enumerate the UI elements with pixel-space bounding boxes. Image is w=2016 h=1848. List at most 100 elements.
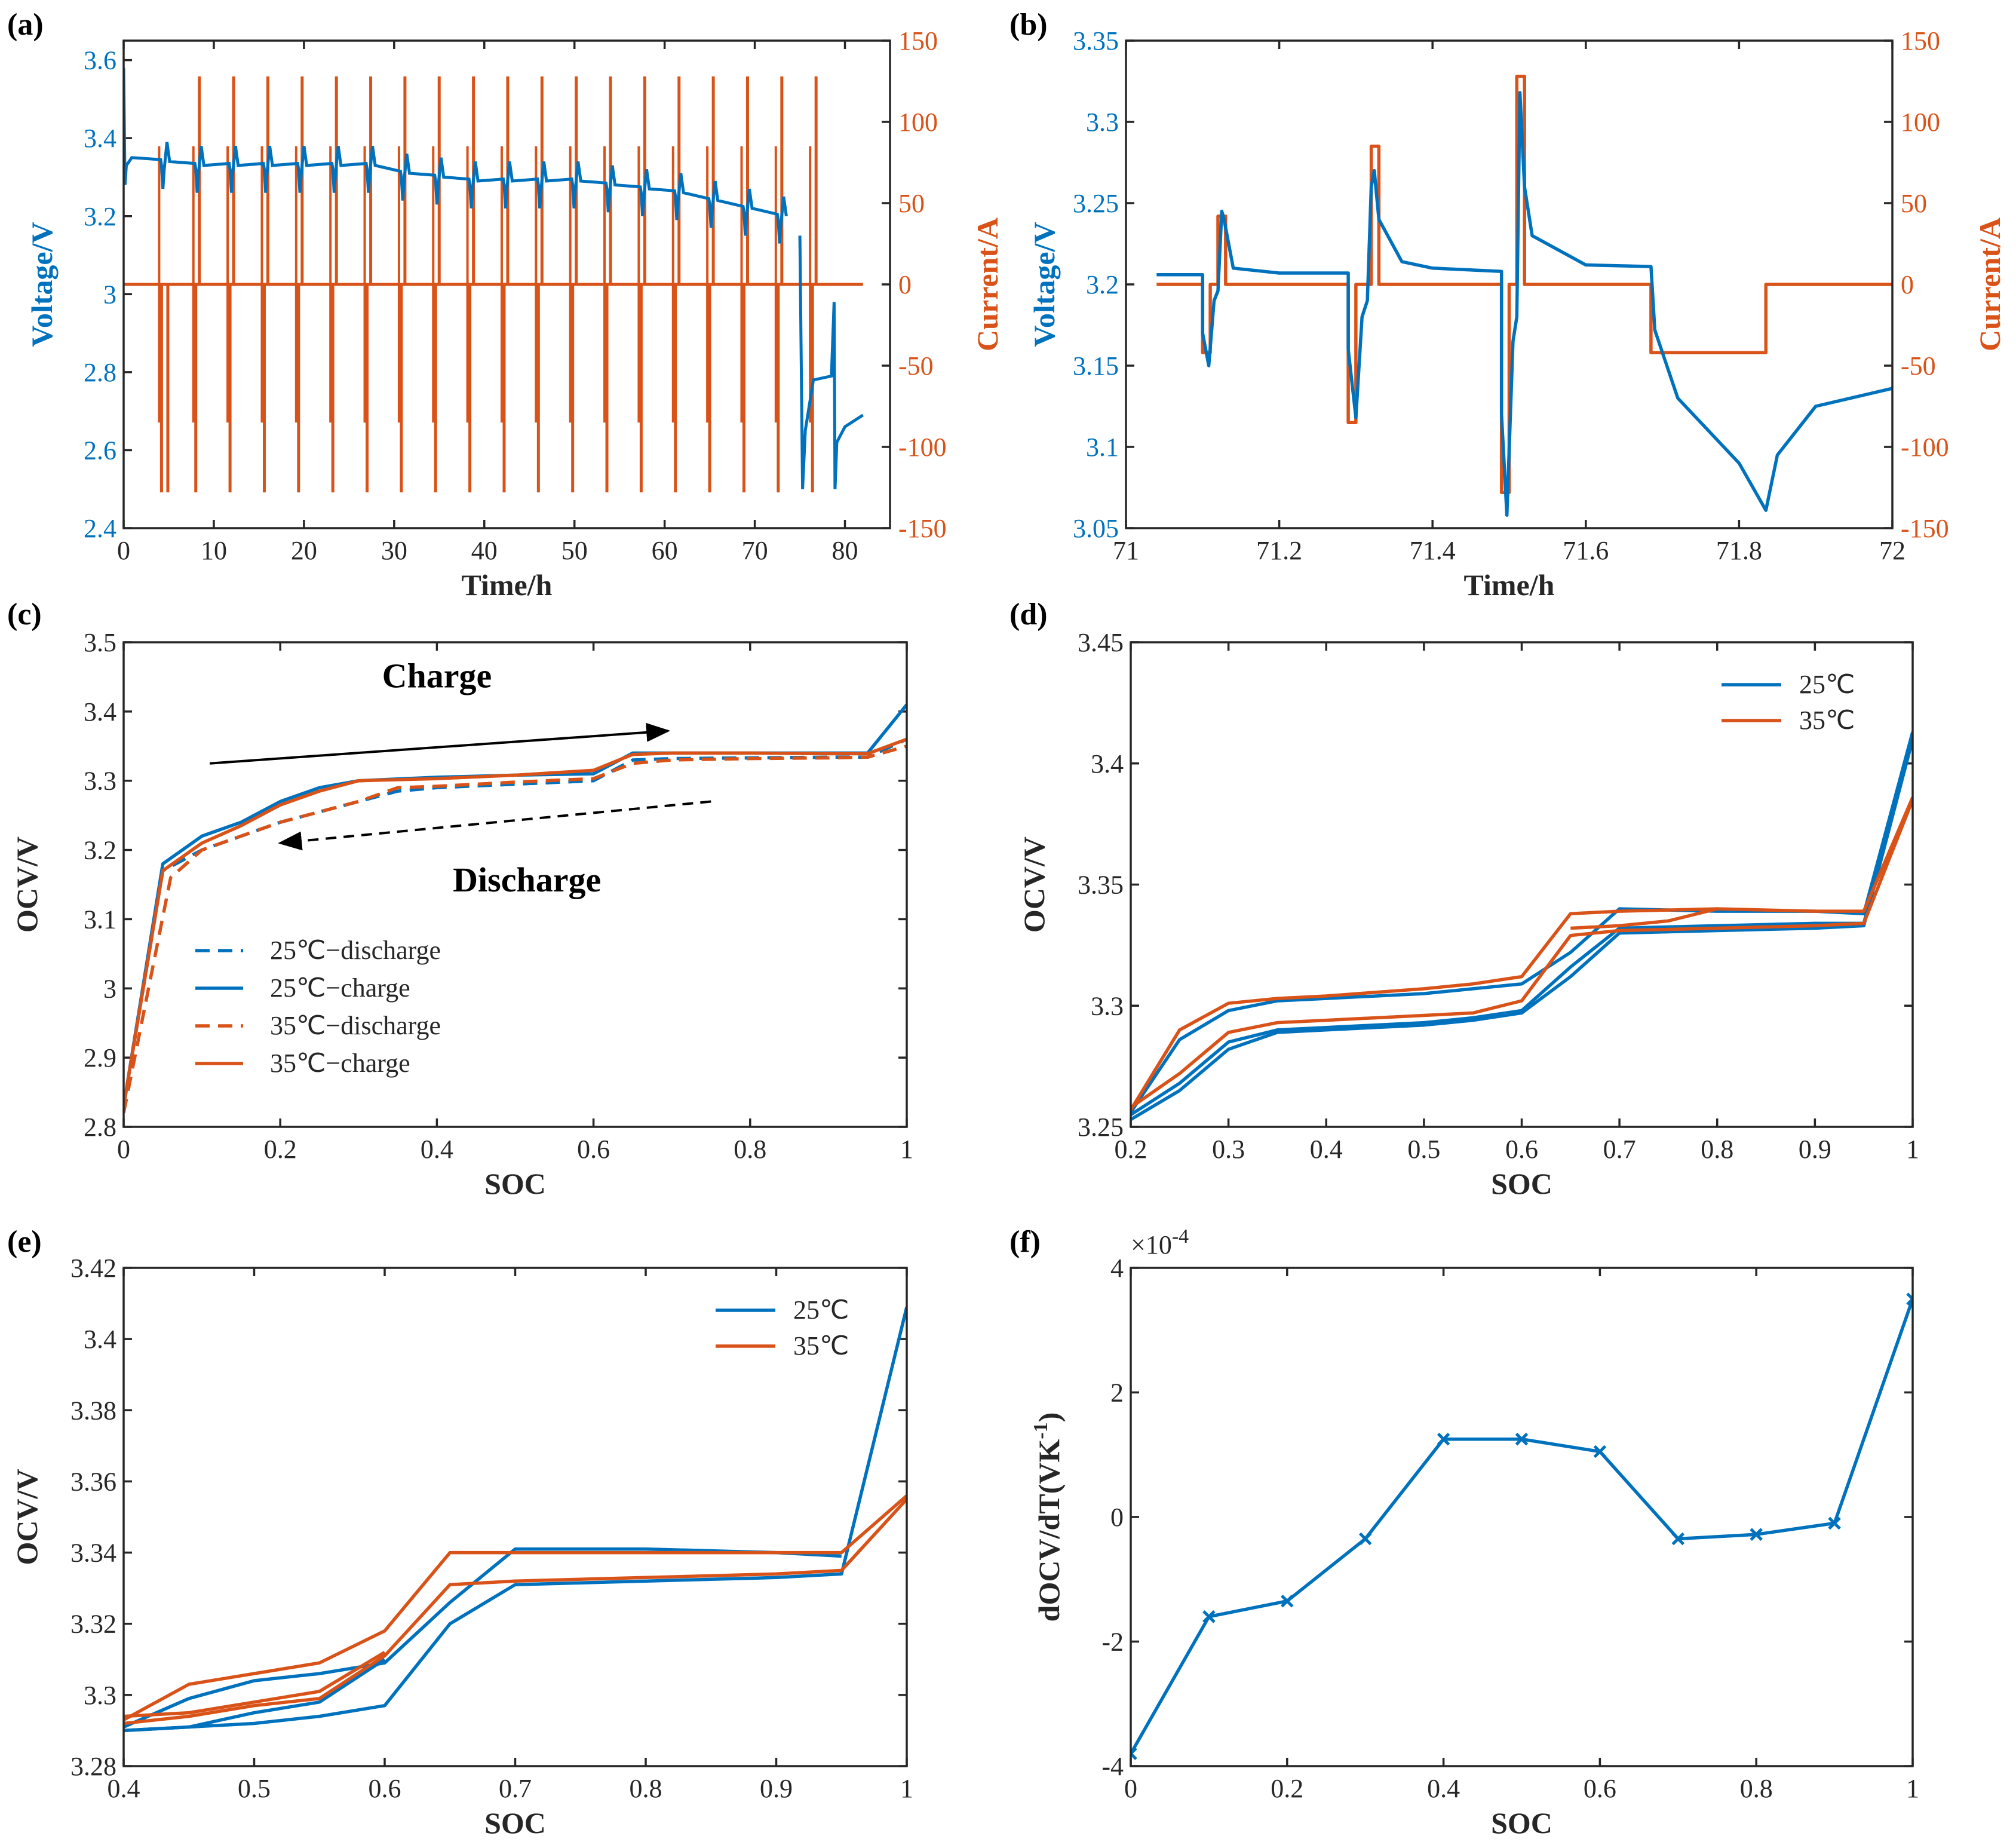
panel-f: (f) 0 0.2 0.4 0.6 0.8 1 -4 -2 0 2 4 SOC dOCV/dT(VK-1)… — [1009, 1225, 1919, 1840]
x-tick-label: 0.6 — [369, 1774, 401, 1803]
x-tick-label: 0 — [117, 536, 130, 565]
y-tick-label: 3.3 — [1091, 991, 1124, 1020]
discharge-arrow — [278, 800, 711, 851]
y-tick-label: 4 — [1110, 1254, 1124, 1283]
y-label-main: dOCV/dT(VK — [1032, 1439, 1066, 1622]
y-right-tick-label: 0 — [898, 270, 912, 299]
ocv-line-3 — [124, 1494, 907, 1722]
ocv-line-1 — [1131, 738, 1913, 1117]
data-marker — [1906, 1292, 1913, 1305]
plot-area — [1131, 731, 1913, 1121]
y-right-tick-label: 100 — [898, 108, 938, 137]
x-tick-label: 0.8 — [734, 1135, 766, 1164]
y-tick-label: 3.25 — [1078, 1113, 1124, 1142]
y-right-tick-label: 50 — [898, 189, 925, 218]
x-tick-label: 1 — [1906, 1774, 1919, 1803]
y-right-tick-label: 150 — [898, 26, 938, 56]
y-tick-label: 2.8 — [84, 1113, 116, 1142]
x-tick-label: 1 — [900, 1135, 913, 1164]
data-marker — [1202, 1610, 1216, 1623]
current-line — [1156, 75, 1892, 494]
x-tick-label: 60 — [652, 536, 678, 565]
data-marker — [1750, 1528, 1763, 1541]
y-tick-label: 3.4 — [84, 124, 116, 153]
annotation-discharge: Discharge — [453, 860, 601, 899]
x-tick-label: 50 — [561, 536, 588, 565]
exponent-base: ×10 — [1131, 1230, 1172, 1259]
y-tick-label: -2 — [1101, 1628, 1124, 1657]
data-marker — [1593, 1445, 1607, 1458]
x-tick-label: 0.8 — [1740, 1774, 1773, 1803]
axes-frame — [122, 39, 891, 529]
legend-label: 25℃ — [793, 1295, 849, 1325]
y-tick-label: 3.3 — [84, 1681, 116, 1710]
axes-frame — [122, 1267, 908, 1767]
data-marker — [1671, 1532, 1685, 1546]
x-axis-label: SOC — [484, 1806, 546, 1840]
x-tick-label: 71.8 — [1716, 536, 1762, 565]
ocv-line-1 — [124, 703, 907, 1107]
ocv-line-1 — [124, 1547, 842, 1729]
y-label-close: ) — [1032, 1412, 1066, 1423]
y-label-superscript: -1 — [1030, 1422, 1052, 1439]
plot-area — [124, 1306, 907, 1733]
y-tick-label: 3.1 — [84, 905, 116, 934]
panel-e: (e) 0.4 0.5 0.6 0.7 0.8 0.9 1 3.28 3.3 3.32 3.34 3.3… — [7, 1225, 913, 1840]
voltage-line — [1156, 91, 1892, 517]
legend-label: 25℃−charge — [270, 973, 410, 1003]
y-right-tick-label: 0 — [1901, 270, 1914, 299]
x-axis-label: Time/h — [1464, 568, 1555, 602]
x-tick-label: 0.5 — [238, 1774, 271, 1803]
x-tick-label: 1 — [1906, 1135, 1919, 1164]
y-tick-label: 3.3 — [84, 767, 116, 796]
x-axis-label: SOC — [1491, 1806, 1552, 1840]
axis-exponent: ×10-4 — [1131, 1225, 1189, 1259]
y-tick-label: 3.15 — [1073, 351, 1119, 381]
y-tick-label: -4 — [1101, 1752, 1124, 1781]
ocv-line-2 — [124, 744, 907, 1114]
y-tick-label: 3.2 — [84, 836, 116, 865]
x-axis-label: Time/h — [462, 568, 553, 602]
legend-label: 25℃−discharge — [270, 936, 441, 965]
y-tick-label: 3.2 — [84, 202, 116, 231]
x-tick-label: 1 — [900, 1774, 913, 1803]
x-tick-label: 71.2 — [1256, 536, 1302, 565]
ocv-line-3 — [124, 737, 907, 1107]
x-tick-label: 0.4 — [1310, 1135, 1343, 1164]
panel-label: (f) — [1009, 1225, 1041, 1259]
y-tick-label: 3.35 — [1073, 26, 1119, 56]
ocv-line-2 — [124, 1657, 386, 1733]
voltage-line-tail — [798, 235, 864, 489]
y-axis-label: Voltage/V — [25, 222, 59, 347]
y-axis-label: OCV/V — [10, 836, 44, 933]
x-tick-label: 0.8 — [630, 1774, 662, 1803]
x-tick-label: 0.2 — [1115, 1135, 1147, 1164]
y-tick-label: 3.05 — [1073, 514, 1119, 543]
x-tick-label: 0.2 — [1271, 1774, 1303, 1803]
data-marker — [1515, 1432, 1529, 1446]
ocv-line-0 — [124, 737, 907, 1107]
x-tick-label: 10 — [201, 536, 227, 565]
ocv-line-5 — [1570, 907, 1718, 930]
x-tick-label: 0.7 — [499, 1774, 532, 1803]
y-right-tick-label: -150 — [1901, 514, 1949, 543]
ocv-line-3 — [1131, 796, 1913, 1111]
y-tick-label: 3.4 — [1091, 749, 1124, 779]
y-tick-label: 3.45 — [1078, 628, 1124, 657]
y-tick-label: 3.42 — [70, 1254, 116, 1283]
y-tick-label: 3.2 — [1086, 270, 1119, 299]
y-tick-label: 3.6 — [84, 46, 116, 75]
legend-label: 35℃−discharge — [270, 1011, 441, 1040]
x-tick-label: 72 — [1879, 536, 1905, 565]
ocv-line-5 — [124, 1651, 386, 1718]
y-tick-label: 3.3 — [1086, 108, 1119, 137]
ocv-line-4 — [1131, 799, 1913, 1109]
panel-label: (a) — [7, 8, 44, 42]
x-tick-label: 0.8 — [1701, 1135, 1733, 1164]
x-axis-label: SOC — [1491, 1167, 1552, 1200]
x-tick-label: 0.4 — [421, 1135, 453, 1164]
ocv-line-0 — [1131, 738, 1913, 1121]
plot-area — [124, 703, 907, 1114]
y-right-tick-label: 100 — [1901, 108, 1940, 137]
docv-line — [1131, 1298, 1913, 1755]
